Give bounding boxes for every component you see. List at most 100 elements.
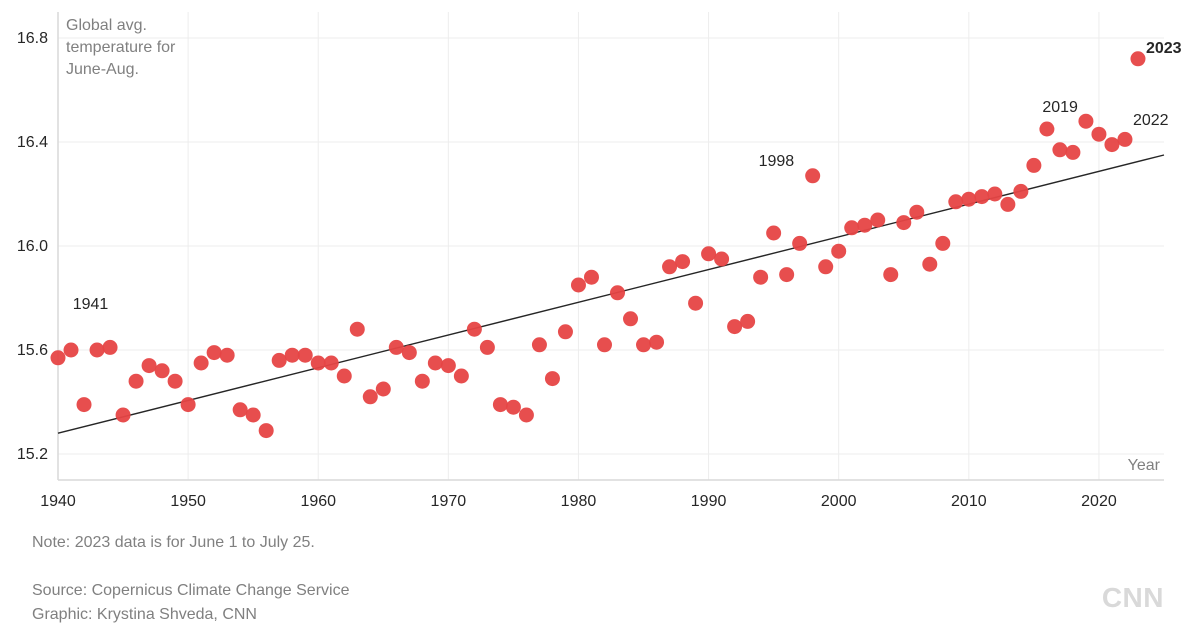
data-point	[402, 345, 417, 360]
data-point	[649, 335, 664, 350]
data-point	[181, 397, 196, 412]
data-point	[1000, 197, 1015, 212]
data-point	[1026, 158, 1041, 173]
data-point	[480, 340, 495, 355]
x-tick-label: 2000	[821, 493, 857, 510]
data-point	[467, 322, 482, 337]
chart-container: 15.2 15.6 16.0 16.4 16.8 1940 1950 1960 1970 1980…	[0, 0, 1200, 638]
data-point	[571, 278, 586, 293]
data-point	[714, 252, 729, 267]
x-tick-label: 1960	[300, 493, 336, 510]
annotation-label: 1941	[73, 296, 109, 313]
y-tick-label: 15.6	[17, 342, 48, 359]
data-point	[506, 400, 521, 415]
data-point	[1052, 142, 1067, 157]
data-point	[675, 254, 690, 269]
footnote-note-text: Note: 2023 data is for June 1 to July 25…	[32, 532, 315, 554]
data-point	[545, 371, 560, 386]
data-point	[1039, 122, 1054, 137]
data-point	[974, 189, 989, 204]
cnn-logo-text: CNN	[1102, 582, 1164, 613]
data-point	[584, 270, 599, 285]
data-point	[935, 236, 950, 251]
data-point	[623, 311, 638, 326]
x-tick-label: 1980	[561, 493, 597, 510]
cnn-logo: CNN	[1102, 582, 1164, 614]
y-tick-label: 15.2	[17, 446, 48, 463]
x-tick-label: 1990	[691, 493, 727, 510]
data-point	[90, 343, 105, 358]
data-point	[428, 356, 443, 371]
annotation-label: 2019	[1042, 99, 1078, 116]
y-tick-label: 16.4	[17, 134, 48, 151]
data-point	[818, 259, 833, 274]
annotation-label: 2022	[1133, 112, 1169, 129]
data-point	[1065, 145, 1080, 160]
data-point	[285, 348, 300, 363]
data-point	[1013, 184, 1028, 199]
x-axis-title: Year	[1128, 457, 1161, 474]
x-tick-label: 2010	[951, 493, 987, 510]
footnote-graphic-text: Graphic: Krystina Shveda, CNN	[32, 604, 257, 626]
data-point	[220, 348, 235, 363]
data-point	[142, 358, 157, 373]
x-tick-label: 1950	[170, 493, 206, 510]
data-point	[688, 296, 703, 311]
x-tick-label: 1940	[40, 493, 76, 510]
data-point	[948, 194, 963, 209]
data-point	[662, 259, 677, 274]
data-point	[298, 348, 313, 363]
y-tick-label: 16.0	[17, 238, 48, 255]
data-point	[233, 402, 248, 417]
footnote-graphic: Graphic: Krystina Shveda, CNN	[32, 604, 257, 632]
data-point	[987, 187, 1002, 202]
y-axis-title-line: June-Aug.	[66, 61, 139, 78]
y-axis-title-line: Global avg.	[66, 17, 147, 34]
data-point	[532, 337, 547, 352]
data-point	[363, 389, 378, 404]
data-point	[441, 358, 456, 373]
data-point	[1104, 137, 1119, 152]
data-point	[311, 356, 326, 371]
data-point	[1130, 51, 1145, 66]
data-point	[857, 218, 872, 233]
data-point	[155, 363, 170, 378]
data-point	[77, 397, 92, 412]
data-point	[740, 314, 755, 329]
footnote-note: Note: 2023 data is for June 1 to July 25…	[32, 532, 315, 560]
annotation-label: 1998	[759, 153, 795, 170]
data-point	[194, 356, 209, 371]
data-point	[779, 267, 794, 282]
data-point	[701, 246, 716, 261]
data-point	[246, 408, 261, 423]
data-point	[597, 337, 612, 352]
data-point	[1091, 127, 1106, 142]
data-point	[337, 369, 352, 384]
y-tick-label: 16.8	[17, 30, 48, 47]
data-point	[389, 340, 404, 355]
data-point	[636, 337, 651, 352]
data-point	[51, 350, 66, 365]
y-axis-title-line: temperature for	[66, 39, 176, 56]
data-point	[207, 345, 222, 360]
footnote-source-text: Source: Copernicus Climate Change Servic…	[32, 580, 349, 602]
data-point	[493, 397, 508, 412]
data-point	[883, 267, 898, 282]
data-point	[831, 244, 846, 259]
data-point	[766, 226, 781, 241]
data-point	[727, 319, 742, 334]
data-point	[961, 192, 976, 207]
data-point	[558, 324, 573, 339]
data-point	[116, 408, 131, 423]
data-point	[753, 270, 768, 285]
data-point	[896, 215, 911, 230]
x-tick-label: 1970	[431, 493, 467, 510]
data-point	[324, 356, 339, 371]
data-point	[259, 423, 274, 438]
data-point	[103, 340, 118, 355]
data-point	[909, 205, 924, 220]
data-point	[844, 220, 859, 235]
data-point	[129, 374, 144, 389]
annotation-label: 2023	[1146, 40, 1182, 57]
data-point	[350, 322, 365, 337]
